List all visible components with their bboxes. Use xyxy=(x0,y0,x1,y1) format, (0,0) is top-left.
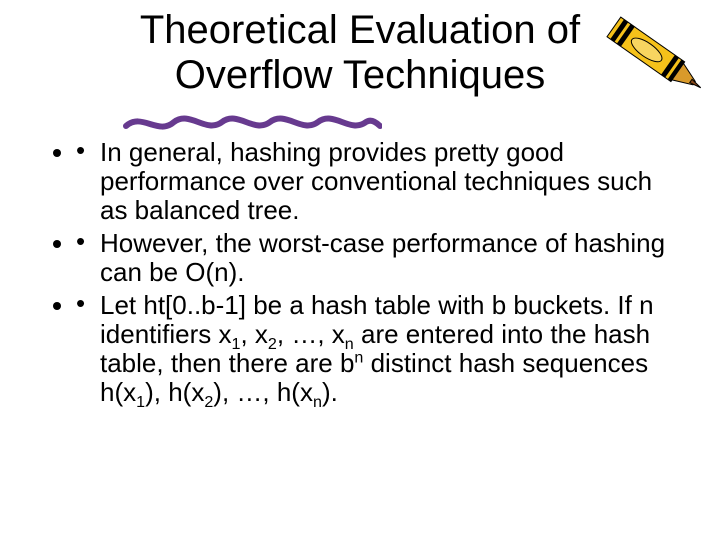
bullet-3-text: Let ht[0..b-1] be a hash table with b bu… xyxy=(100,290,654,407)
title-wrap: Theoretical Evaluation of Overflow Techn… xyxy=(40,8,680,98)
bullet-list: In general, hashing provides pretty good… xyxy=(40,138,680,408)
bullet-1-text: In general, hashing provides pretty good… xyxy=(100,137,652,225)
bullet-2-text: However, the worst-case performance of h… xyxy=(100,228,665,287)
title-line-2: Overflow Techniques xyxy=(175,53,546,97)
bullet-3: Let ht[0..b-1] be a hash table with b bu… xyxy=(76,291,680,407)
slide: Theoretical Evaluation of Overflow Techn… xyxy=(0,0,720,540)
bullet-2: However, the worst-case performance of h… xyxy=(76,229,680,287)
bullet-1: In general, hashing provides pretty good… xyxy=(76,138,680,225)
underline-squiggle xyxy=(122,108,382,138)
title-line-1: Theoretical Evaluation of xyxy=(140,8,580,52)
slide-title: Theoretical Evaluation of Overflow Techn… xyxy=(140,8,580,98)
